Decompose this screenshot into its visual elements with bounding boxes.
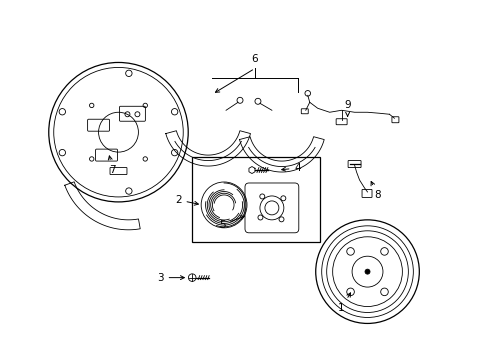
Text: 6: 6 [251, 54, 258, 64]
Text: 5: 5 [218, 216, 244, 230]
Text: 2: 2 [175, 195, 198, 205]
Text: 8: 8 [370, 181, 380, 200]
Text: 7: 7 [108, 156, 116, 175]
Bar [192, 157, 319, 242]
Text: 9: 9 [344, 100, 350, 116]
Circle shape [364, 269, 369, 274]
Text: 1: 1 [338, 293, 350, 312]
Text: 4: 4 [281, 163, 301, 173]
Text: 3: 3 [157, 273, 184, 283]
